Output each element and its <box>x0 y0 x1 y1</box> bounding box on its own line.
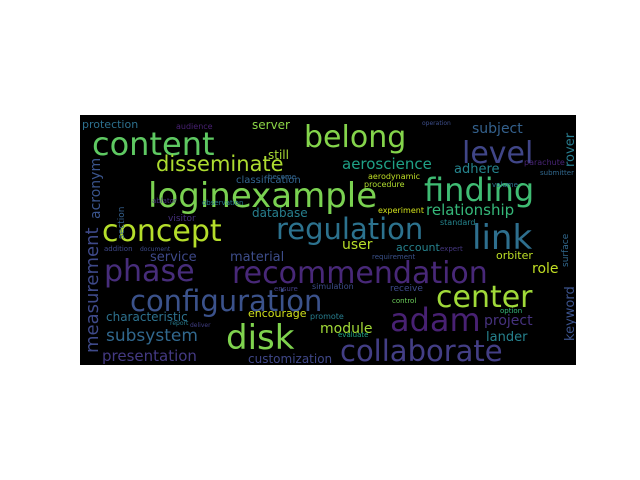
word-service: service <box>150 250 197 265</box>
word-expert: expert <box>440 245 463 253</box>
word-measurement: measurement <box>82 227 103 353</box>
word-presentation: presentation <box>102 347 197 365</box>
word-disk: disk <box>226 318 295 358</box>
word-server: server <box>252 118 290 132</box>
word-module: module <box>320 321 372 337</box>
word-center: center <box>436 280 533 315</box>
word-receive: receive <box>390 284 423 294</box>
word-adhere: adhere <box>454 162 500 177</box>
word-volume: volume <box>492 181 518 189</box>
word-link: link <box>472 218 532 258</box>
word-parachute: parachute <box>524 158 565 167</box>
word-concept: concept <box>102 214 222 249</box>
word-database: database <box>252 206 308 220</box>
word-audience: audience <box>176 122 213 131</box>
word-project: project <box>484 313 533 329</box>
word-subject: subject <box>472 121 523 137</box>
word-relationship: relationship <box>426 201 514 219</box>
word-customization: customization <box>248 352 332 365</box>
word-user: user <box>342 237 373 253</box>
word-aeroscience: aeroscience <box>342 155 432 173</box>
word-evaluate: evaluate <box>338 331 368 339</box>
word-document: document <box>140 246 171 253</box>
word-standard: standard <box>440 218 475 227</box>
word-rover: rover <box>563 132 576 167</box>
word-simulation: simulation <box>312 282 354 291</box>
word-surface: surface <box>561 233 571 267</box>
word-loginexample: loginexample <box>148 176 377 216</box>
word-account: account <box>396 241 441 254</box>
word-aerodynamic: aerodynamic <box>368 172 420 181</box>
word-collaborate: collaborate <box>340 334 503 365</box>
word-level: level <box>462 136 533 171</box>
word-acronym: acronym <box>88 158 104 219</box>
word-experiment: experiment <box>378 206 424 215</box>
word-cloud: loginexample recommendation configuratio… <box>80 115 576 365</box>
word-visitor: visitor <box>168 214 196 224</box>
word-cloud-svg: loginexample recommendation configuratio… <box>82 118 576 365</box>
word-belong: belong <box>304 120 406 155</box>
word-keyword: keyword <box>563 286 576 341</box>
word-ensure: ensure <box>274 285 298 293</box>
word-subsystem: subsystem <box>106 326 198 346</box>
word-disseminate: disseminate <box>156 152 284 176</box>
word-orbiter: orbiter <box>496 249 533 262</box>
word-observation: observation <box>202 199 243 207</box>
word-option: option <box>500 307 522 315</box>
word-section: section <box>117 207 127 239</box>
word-report: report <box>170 320 189 327</box>
word-submitter: submitter <box>540 169 574 177</box>
word-classification: classification <box>236 175 301 186</box>
word-finding: finding <box>424 171 534 209</box>
word-become: become <box>268 173 296 181</box>
word-protection: protection <box>82 118 138 131</box>
word-procedure: procedure <box>364 180 405 189</box>
word-configuration: configuration <box>130 284 322 318</box>
word-lander: lander <box>486 330 528 345</box>
word-content: content <box>92 125 215 163</box>
word-operation: operation <box>422 120 451 127</box>
word-addition: addition <box>104 245 133 253</box>
word-promote: promote <box>310 312 344 321</box>
word-ablator: ablator <box>152 197 177 205</box>
word-recommendation: recommendation <box>232 256 488 291</box>
word-control: control <box>392 297 416 305</box>
word-deliver: deliver <box>190 322 211 329</box>
word-requirement: requirement <box>372 253 415 261</box>
word-encourage: encourage <box>248 307 307 320</box>
word-adam: adam <box>390 301 481 339</box>
word-regulation: regulation <box>276 212 423 246</box>
word-material: material <box>230 250 284 265</box>
word-characteristic: characteristic <box>106 310 188 324</box>
word-phase: phase <box>104 254 195 289</box>
word-role: role <box>532 261 559 277</box>
word-still: still <box>268 148 289 162</box>
